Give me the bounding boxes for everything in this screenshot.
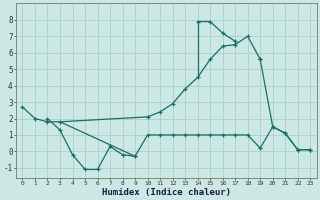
X-axis label: Humidex (Indice chaleur): Humidex (Indice chaleur) [102, 188, 231, 197]
